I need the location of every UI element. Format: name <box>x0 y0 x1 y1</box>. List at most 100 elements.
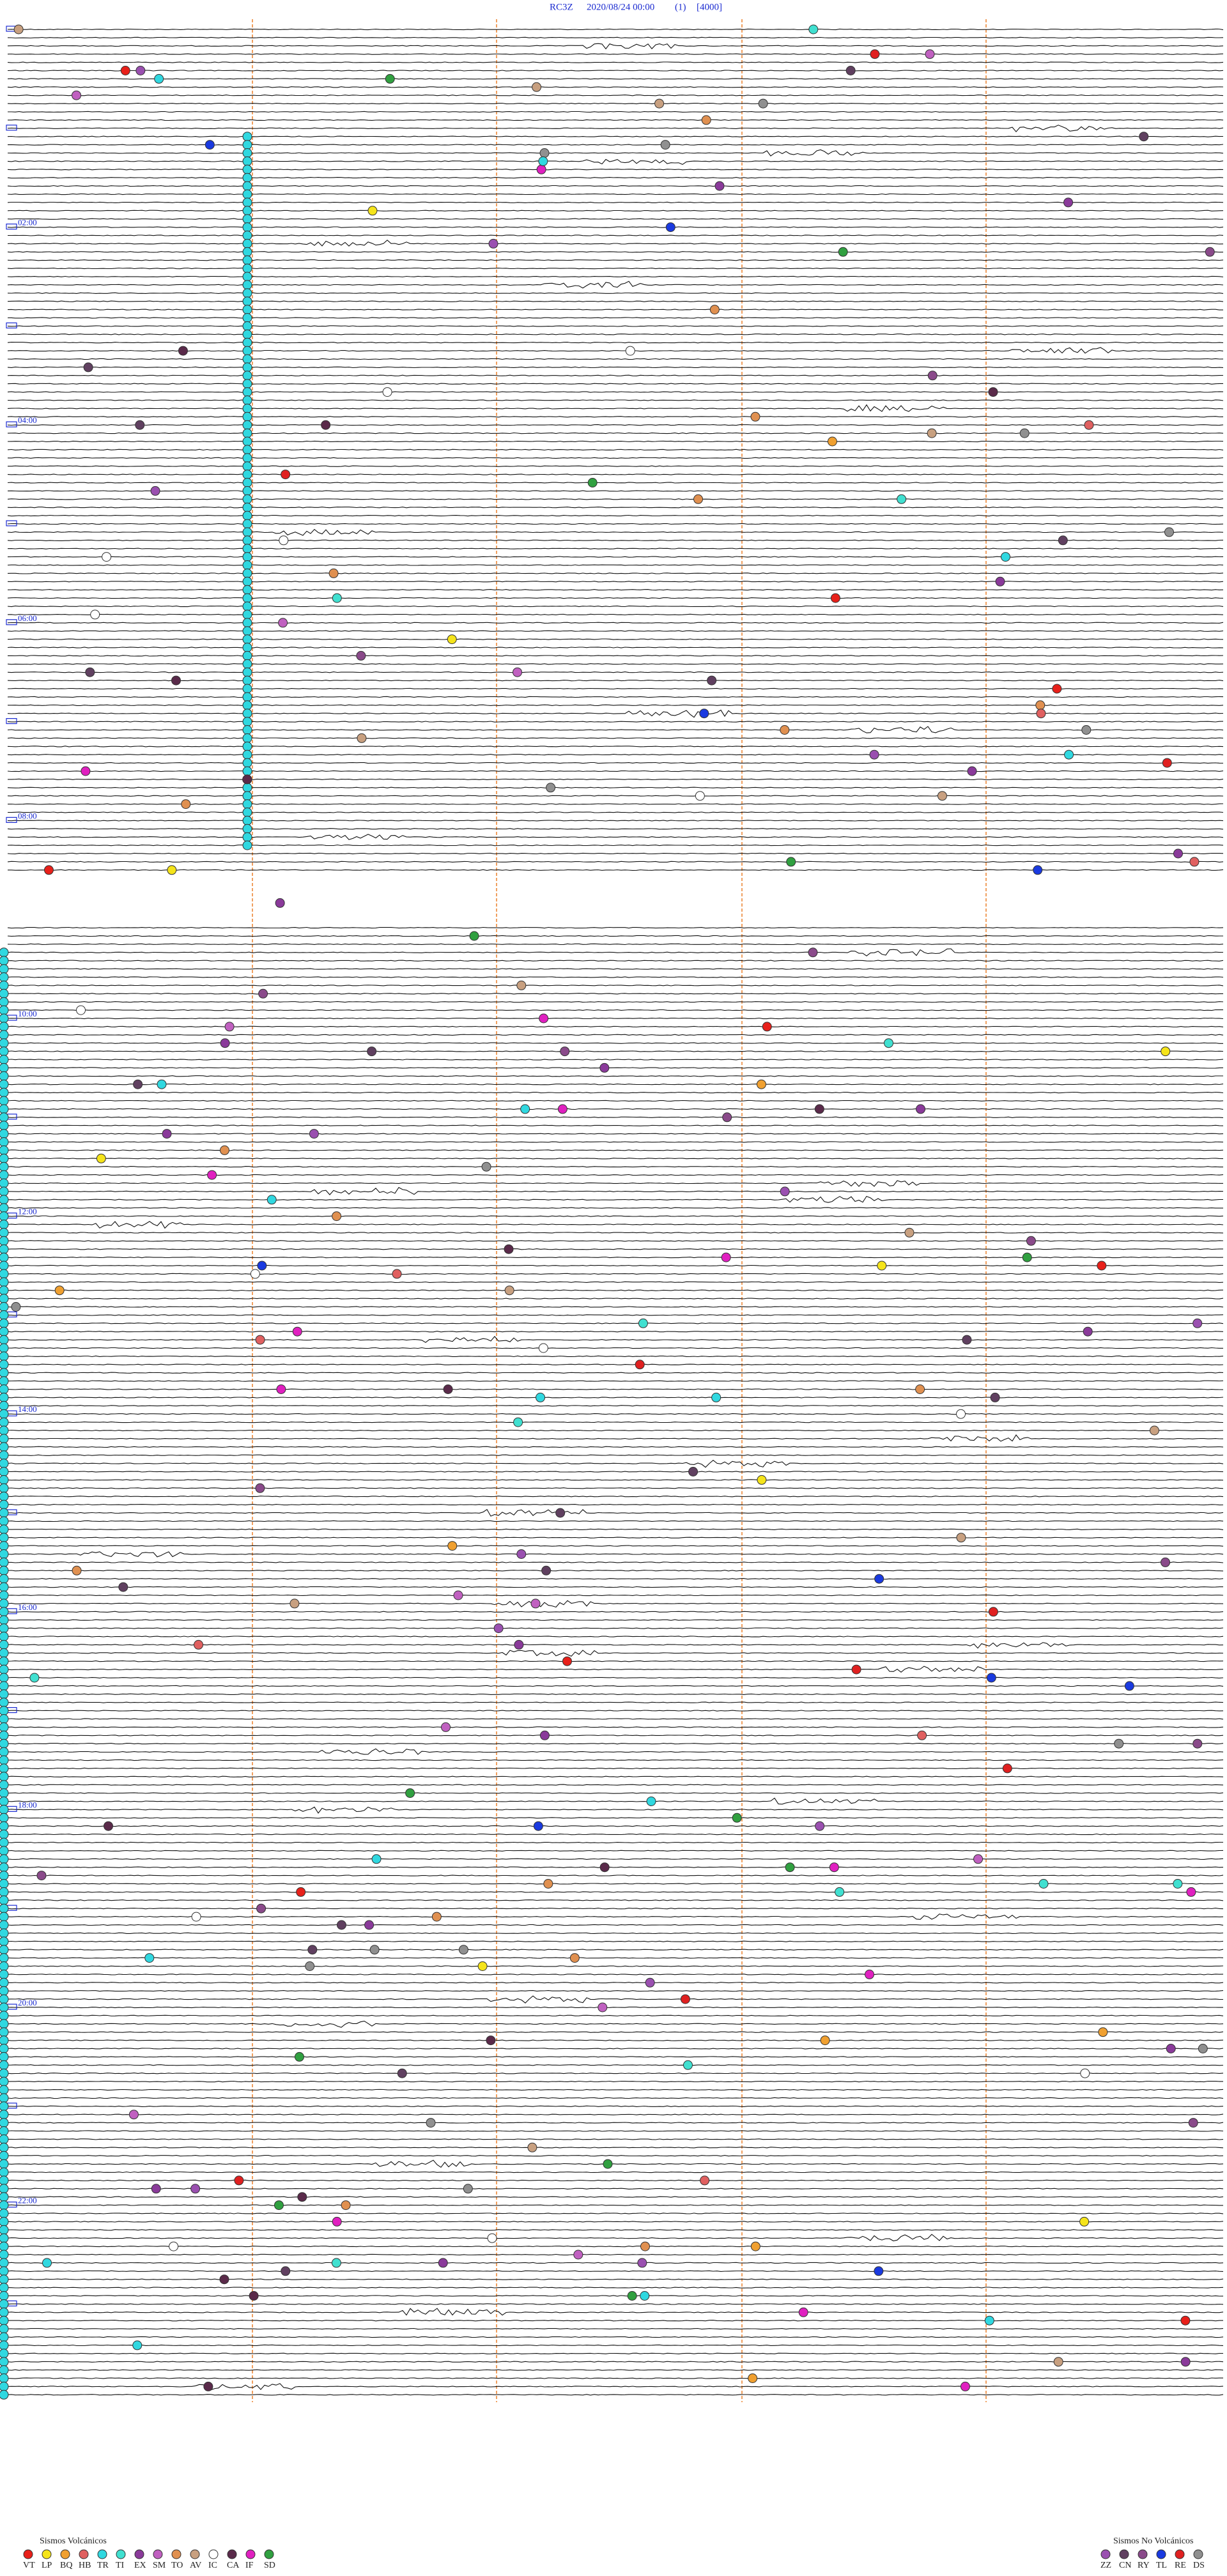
event <box>1063 197 1074 208</box>
legend-swatch <box>208 2549 219 2559</box>
event <box>242 700 252 710</box>
event <box>242 774 252 785</box>
event <box>487 2233 497 2243</box>
event <box>43 865 54 875</box>
event <box>242 197 252 208</box>
trace <box>7 1908 1224 1910</box>
event <box>242 758 252 768</box>
hour-label: 22:00 <box>18 2196 37 2205</box>
trace <box>7 334 1224 335</box>
event <box>0 2035 9 2046</box>
event <box>750 411 760 422</box>
event <box>516 1549 527 1559</box>
event <box>646 1797 656 1806</box>
event <box>904 1227 914 1238</box>
event <box>0 2365 9 2375</box>
trace <box>7 1636 1224 1637</box>
event <box>1124 1681 1134 1691</box>
event <box>533 1821 543 1831</box>
event <box>1080 2068 1090 2078</box>
event <box>1058 535 1068 546</box>
event <box>0 2381 9 2391</box>
event <box>541 1565 552 1575</box>
trace <box>7 1974 1224 1975</box>
event <box>0 2184 9 2194</box>
event <box>242 140 252 150</box>
trace <box>7 1496 1224 1498</box>
event <box>988 387 998 397</box>
event <box>0 2340 9 2350</box>
event <box>242 626 252 636</box>
event <box>0 1524 9 1535</box>
event <box>0 2150 9 2161</box>
event <box>234 2175 244 2186</box>
trace <box>7 1195 1223 1203</box>
trace <box>7 1841 1223 1844</box>
event <box>0 1977 9 1988</box>
event <box>36 1871 47 1881</box>
legend-swatch <box>1119 2549 1129 2559</box>
trace <box>7 1586 1223 1588</box>
trace <box>7 1298 1224 1300</box>
event <box>0 1096 9 1106</box>
event <box>0 1730 9 1740</box>
event <box>242 470 252 480</box>
event <box>814 1104 824 1114</box>
event <box>869 749 879 760</box>
event <box>0 1755 9 1765</box>
event <box>884 1038 894 1048</box>
event <box>0 1813 9 1823</box>
trace <box>7 210 1224 211</box>
event <box>0 1788 9 1798</box>
event <box>1189 857 1200 867</box>
trace <box>7 1388 1224 1390</box>
event <box>426 2118 436 2128</box>
event <box>562 1656 572 1666</box>
trace <box>8 2138 1224 2140</box>
event <box>118 1582 128 1592</box>
event <box>995 576 1005 586</box>
event <box>207 1170 217 1180</box>
trace <box>7 935 1223 937</box>
trace <box>7 960 1224 962</box>
trace <box>7 1124 1224 1126</box>
event <box>0 2299 9 2309</box>
trace <box>7 259 1224 261</box>
event <box>242 329 252 339</box>
event <box>0 1557 9 1567</box>
event <box>569 1953 580 1963</box>
event <box>242 148 252 158</box>
event <box>557 1104 567 1114</box>
event <box>925 49 935 59</box>
event <box>960 2381 970 2391</box>
event <box>181 799 191 809</box>
event <box>0 1565 9 1575</box>
event <box>0 2209 9 2218</box>
trace <box>7 1446 1224 1448</box>
event <box>625 346 635 356</box>
trace <box>7 1537 1224 1538</box>
trace <box>7 95 1224 96</box>
trace <box>7 1221 1224 1229</box>
event <box>0 2167 9 2177</box>
event <box>845 66 856 75</box>
event <box>0 1623 9 1634</box>
event <box>0 1129 9 1139</box>
event <box>0 1574 9 1584</box>
trace <box>7 948 1224 956</box>
event <box>0 1360 9 1370</box>
event <box>513 1417 523 1427</box>
event <box>171 675 181 686</box>
event <box>870 49 880 59</box>
event <box>956 1409 966 1419</box>
event <box>874 2266 884 2276</box>
event <box>830 593 840 603</box>
event <box>820 2035 830 2046</box>
trace <box>7 1833 1224 1836</box>
trace <box>7 1264 1224 1267</box>
event <box>0 1738 9 1749</box>
event <box>0 1269 9 1279</box>
trace <box>7 2113 1224 2115</box>
event <box>1064 749 1074 760</box>
legend-label: TI <box>116 2561 125 2570</box>
